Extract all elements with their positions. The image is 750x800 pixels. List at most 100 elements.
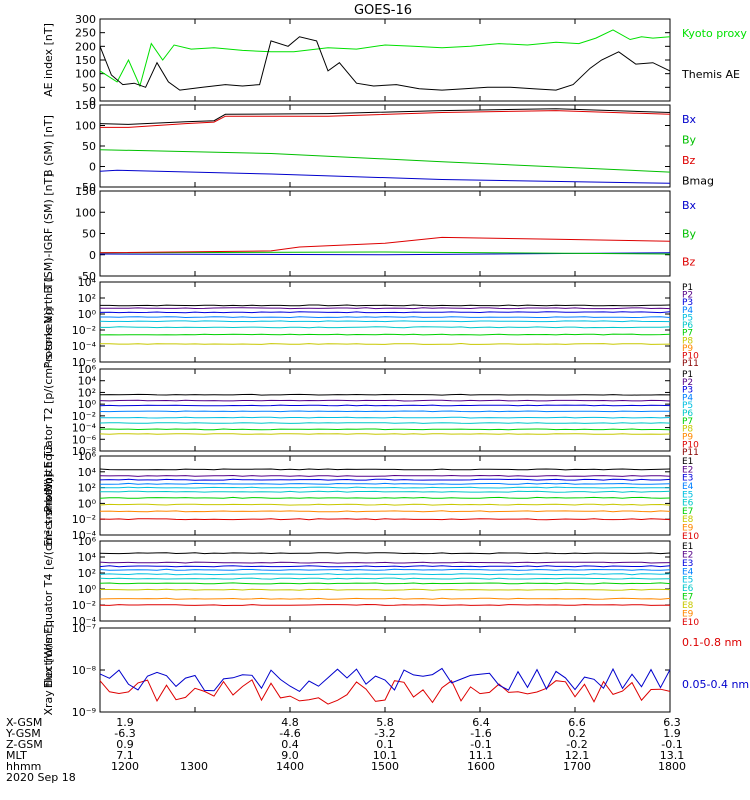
orbit-value: 13.1 [660,749,685,762]
series-E4 [99,482,671,485]
orbit-value: 1400 [276,760,304,773]
panel-e2: 10⁶ 10⁴ 10² 10⁰ 10⁻² 10⁻⁴ Electrons Equator T4… [42,474,699,689]
series-P3 [99,404,671,407]
y-tick-label: 50 [82,140,96,153]
y-tick-label: 10⁰ [78,308,97,321]
legend-P10: P10 [682,352,699,362]
orbit-value: 1.9 [663,727,681,740]
y-tick-label: 100 [75,68,96,81]
orbit-value: 10.1 [373,749,398,762]
orbit-label-hhmm: hhmm [6,760,41,773]
orbit-value: 1600 [467,760,495,773]
legend-P7: P7 [682,329,693,339]
legend-By: By [682,134,697,147]
orbit-value: -1.6 [470,727,491,740]
series-P1 [99,393,671,396]
series-Bmag [99,108,671,125]
series-P7 [99,333,671,336]
y-tick-label: 50 [82,228,96,241]
series-0.05-0.4 nm [99,667,671,693]
orbit-value: 6.3 [663,716,681,729]
orbit-value: 1500 [371,760,399,773]
series-Themis AE [99,36,671,91]
legend-P5: P5 [682,401,693,411]
legend-E4: E4 [682,482,694,492]
series-P3 [99,311,671,314]
series-E8 [99,503,671,506]
legend-Bx: Bx [682,113,697,126]
series-E5 [100,486,671,489]
series-E1 [99,552,671,555]
y-tick-label: 10⁻⁹ [72,706,96,719]
y-tick-label: 10² [78,482,96,495]
panel-frame [99,104,671,188]
y-axis-label: Electrons Equator T4 [e/(cm²-s-sr-keV)] [42,474,55,689]
legend-P4: P4 [682,306,693,316]
legend-E2: E2 [682,550,693,560]
y-tick-label: 100 [75,206,96,219]
orbit-value: -0.2 [566,738,587,751]
legend-P7: P7 [682,417,693,427]
series-E9 [99,597,671,600]
orbit-value: -0.1 [470,738,491,751]
y-tick-label: 300 [75,13,96,26]
y-tick-label: 0 [89,161,96,174]
legend-0.05-0.4 nm: 0.05-0.4 nm [682,678,749,691]
orbit-value: 1700 [563,760,591,773]
y-tick-label: 10⁻² [72,599,96,612]
y-axis-label: B (SM) [nT] [42,115,55,177]
y-tick-label: 10⁻⁸ [72,664,97,677]
orbit-value: -6.3 [114,727,135,740]
series-P7 [99,428,671,431]
legend-0.1-0.8 nm: 0.1-0.8 nm [682,636,742,649]
series-E7 [99,582,671,585]
legend-Bmag: Bmag [682,175,714,188]
legend-P9: P9 [682,344,693,354]
legend-E2: E2 [682,465,693,475]
legend-Themis AE: Themis AE [681,68,740,81]
legend-E9: E9 [682,609,694,619]
legend-P11: P11 [682,448,699,458]
orbit-value: 0.2 [568,727,586,740]
series-P4 [100,316,671,319]
legend-E7: E7 [682,593,693,603]
y-tick-label: 150 [75,185,96,198]
legend-P1: P1 [682,370,693,380]
legend-E7: E7 [682,507,693,517]
panel-frame [99,368,671,452]
legend-E4: E4 [682,567,694,577]
y-tick-label: 150 [75,54,96,67]
y-tick-label: 10⁻² [72,324,96,337]
y-tick-label: -50 [78,270,96,283]
series-E6 [99,577,671,580]
y-tick-label: 10² [78,386,96,399]
series-P6 [100,326,671,329]
y-axis-label: Electrons North T3 [42,444,55,546]
legend-P9: P9 [682,432,693,442]
y-axis-label: B (SM)-IGRF (SM) [nT] [42,173,55,293]
orbit-value: 9.0 [281,749,299,762]
y-tick-label: 10⁶ [78,535,97,548]
series-E3 [99,478,671,481]
series-P1 [100,304,671,307]
y-tick-label: -50 [78,181,96,194]
series-P5 [100,416,671,419]
y-tick-label: 10⁴ [78,276,97,289]
legend-P10: P10 [682,440,699,450]
legend-E6: E6 [682,584,694,594]
y-tick-label: 10⁻² [72,410,96,423]
legend-E10: E10 [682,618,699,628]
series-P8 [99,433,671,435]
y-tick-label: 50 [82,81,96,94]
panel-frame [99,190,671,277]
legend-P8: P8 [682,425,693,435]
series-By [99,251,671,255]
y-tick-label: 10² [78,292,96,305]
series-0.1-0.8 nm [99,679,671,705]
series-E7 [99,496,671,499]
orbit-value: -4.6 [279,727,300,740]
series-E4 [99,568,671,571]
series-P5 [99,320,671,323]
